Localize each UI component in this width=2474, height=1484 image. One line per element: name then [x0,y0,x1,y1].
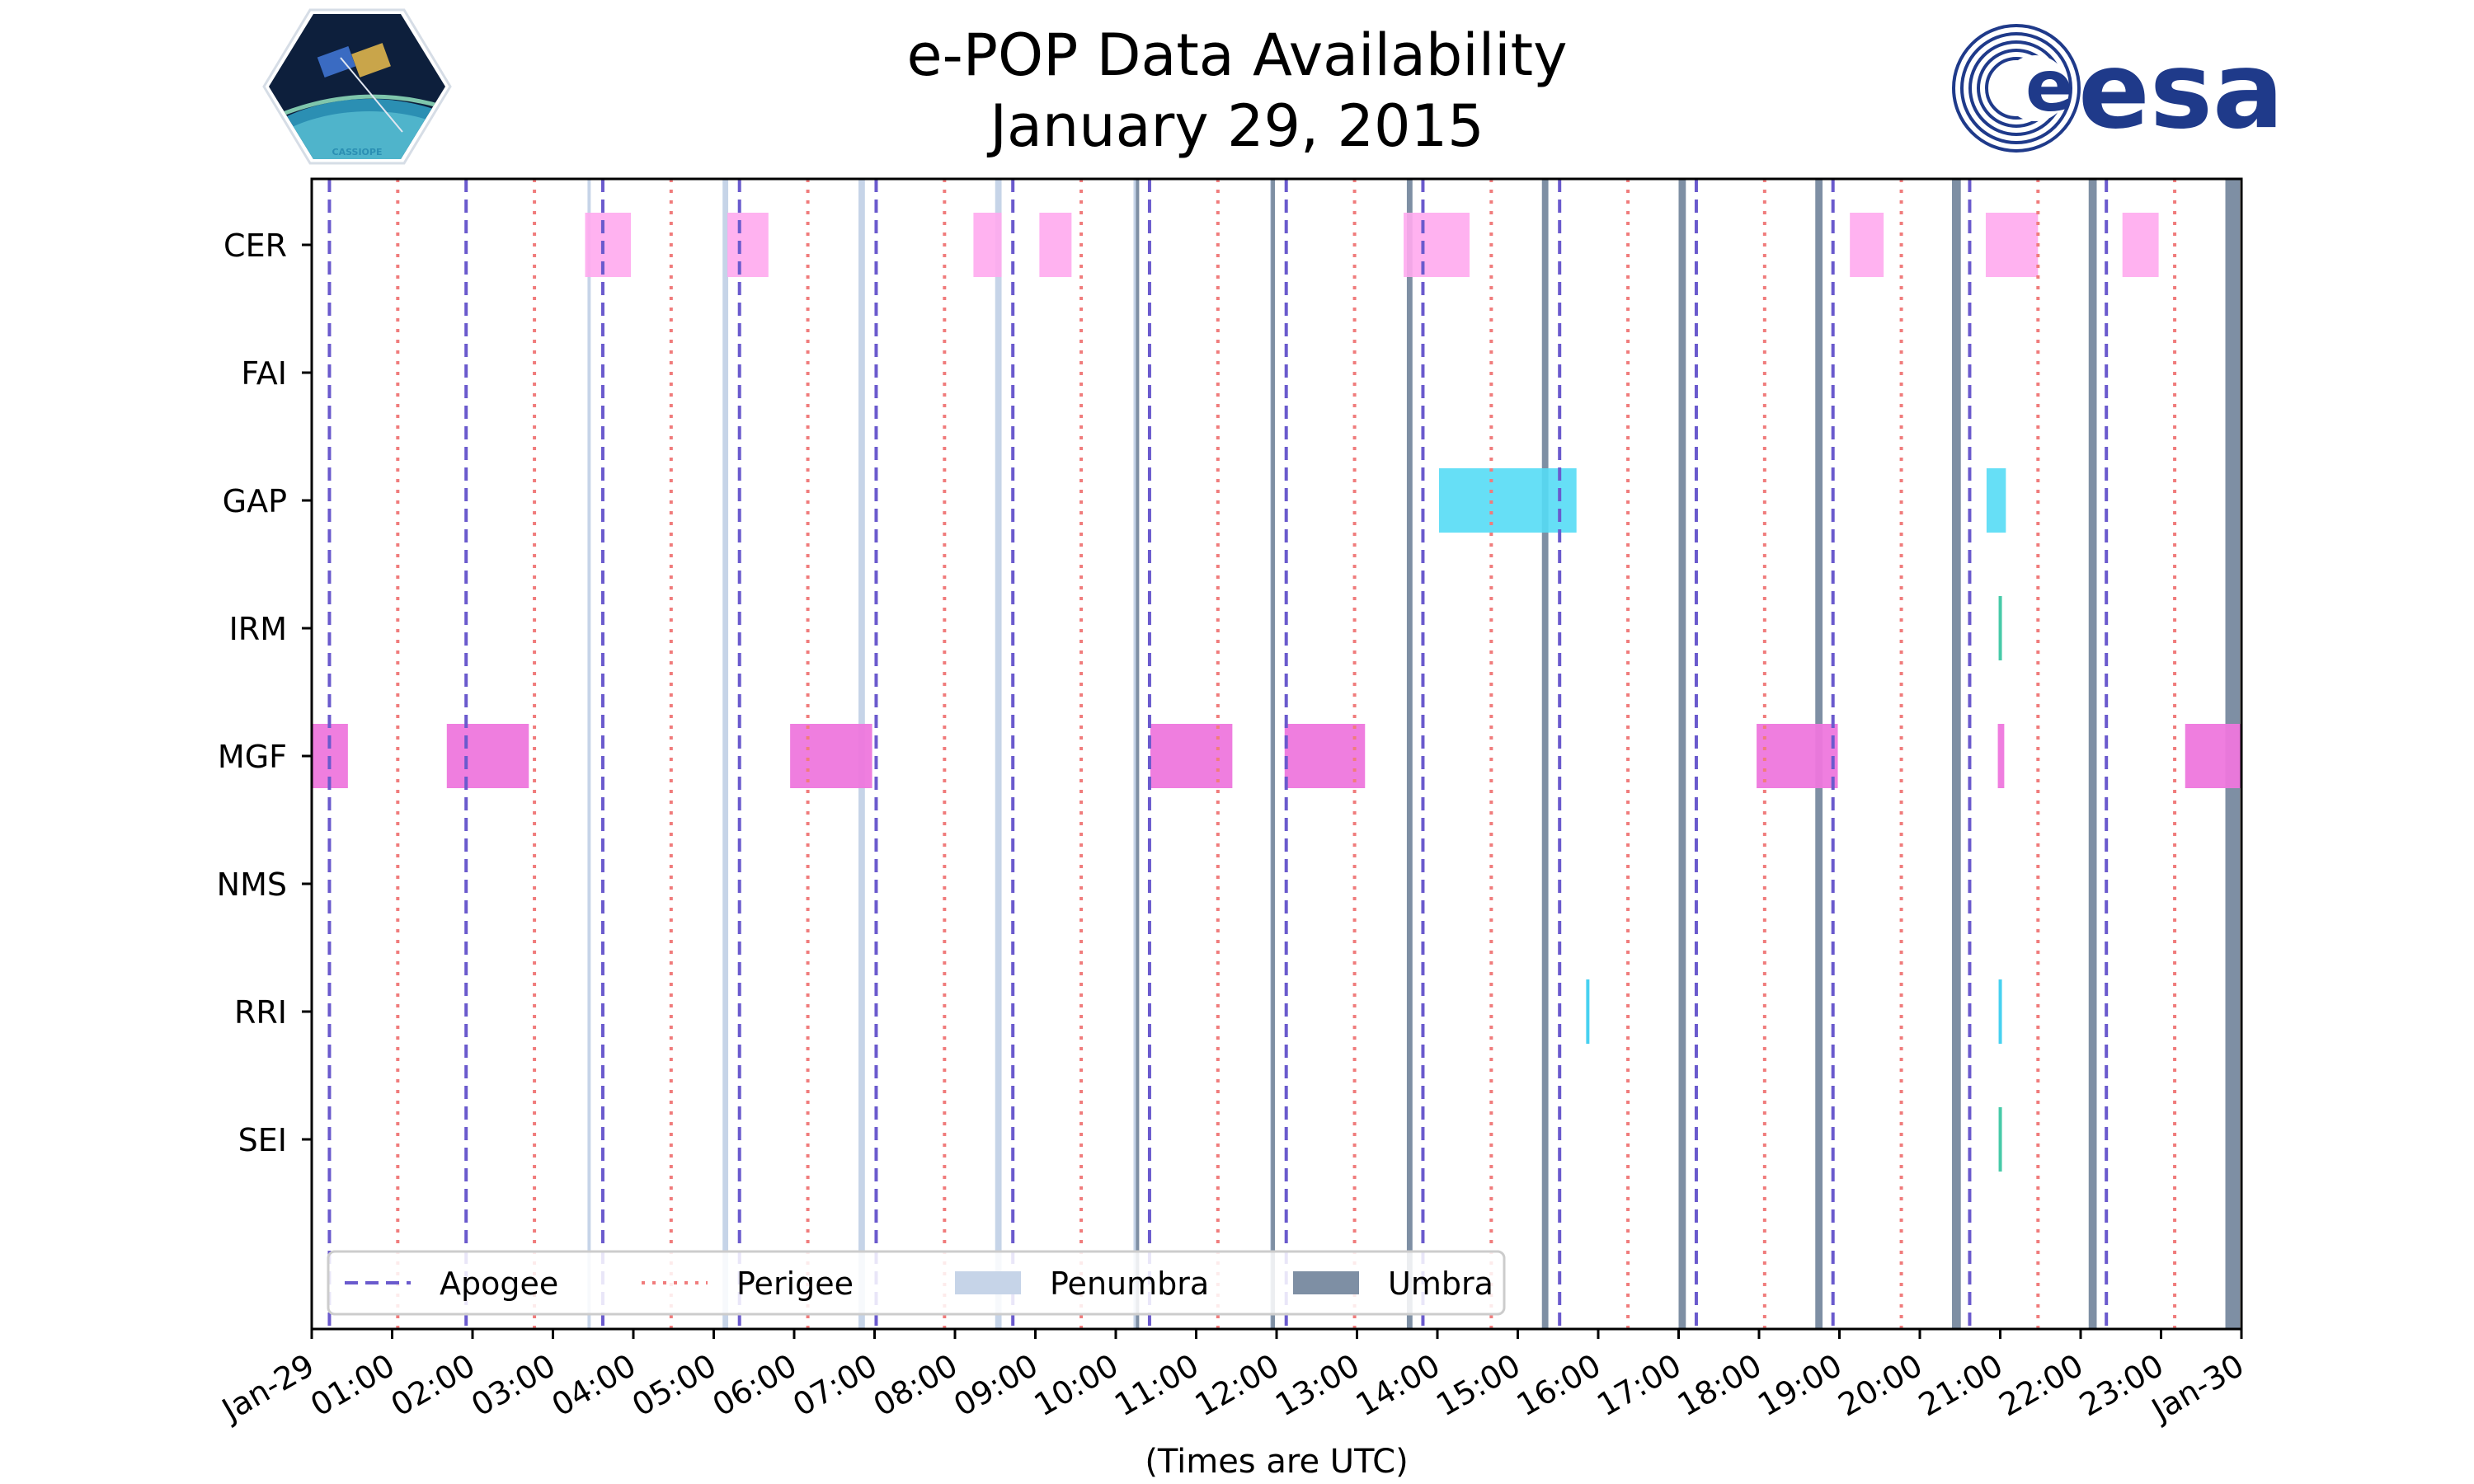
data-block-cer [973,213,1002,277]
y-tick-label: CER [223,228,287,264]
x-tick-label: 15:00 [1430,1347,1526,1424]
legend-label: Umbra [1388,1266,1493,1302]
umbra-band [1136,179,1140,1329]
legend-label: Penumbra [1050,1266,1209,1302]
x-tick-label: 01:00 [304,1347,401,1424]
x-tick-label: 21:00 [1912,1347,2009,1424]
x-tick-label: 13:00 [1269,1347,1366,1424]
umbra-band [1271,179,1276,1329]
chart-subtitle: January 29, 2015 [990,92,1484,160]
svg-text:e: e [2025,45,2073,128]
penumbra-band [995,179,1002,1329]
legend-entry-apogee: Apogee [345,1266,558,1302]
x-tick-label: 17:00 [1591,1347,1687,1424]
data-block-mgf [790,724,872,788]
x-tick-label: 14:00 [1350,1347,1446,1424]
data-block-irm [1998,596,2002,660]
data-block-gap [1986,468,2006,533]
data-block-mgf [1757,724,1838,788]
x-tick-label: 06:00 [707,1347,803,1424]
legend-entry-perigee: Perigee [642,1266,854,1302]
y-tick-label: RRI [234,994,287,1031]
x-tick-label: Jan-29 [214,1347,320,1429]
data-block-mgf [1997,724,2005,788]
x-tick-label: 07:00 [787,1347,883,1424]
y-tick-label: NMS [217,866,287,903]
y-tick-label: MGF [218,739,287,775]
x-tick-label: 22:00 [1993,1347,2090,1424]
data-block-cer [1850,213,1884,277]
umbra-band [1678,179,1686,1329]
x-tick-label: 12:00 [1189,1347,1286,1424]
x-tick-label: 10:00 [1028,1347,1125,1424]
y-tick-label: SEI [238,1122,287,1158]
y-tick-label: GAP [223,483,287,519]
umbra-band [2088,179,2097,1329]
esa-wordmark: esa [2078,30,2284,153]
data-block-rri [1586,979,1590,1044]
data-block-cer [1404,213,1470,277]
data-blocks-layer [312,213,2241,1172]
esa-logo: e esa [1952,24,2284,153]
x-tick-label: 20:00 [1832,1347,1929,1424]
legend-label: Perigee [736,1266,854,1302]
y-tick-label: IRM [229,611,287,647]
penumbra-band [722,179,729,1329]
legend-entry-umbra: Umbra [1293,1266,1493,1302]
umbra-band [1952,179,1961,1329]
legend-swatch-umbra [1293,1271,1359,1294]
data-block-cer [1985,213,2039,277]
data-block-cer [2122,213,2159,277]
x-tick-label: 16:00 [1511,1347,1607,1424]
x-tick-label: 18:00 [1672,1347,1768,1424]
data-block-mgf [2185,724,2241,788]
x-tick-label: 03:00 [465,1347,562,1424]
x-tick-label: Jan-30 [2144,1347,2250,1429]
legend-swatch-penumbra [955,1271,1021,1294]
data-block-rri [1998,979,2002,1044]
data-block-mgf [1284,724,1366,788]
data-block-sei [1998,1107,2002,1172]
y-axis: CER FAI GAP IRM MGF NMS RRI SEI [217,228,312,1158]
apogee-layer [327,179,2109,1329]
x-axis-label: (Times are UTC) [1145,1443,1408,1481]
legend-label: Apogee [440,1266,558,1302]
x-tick-label: 05:00 [626,1347,722,1424]
data-block-mgf [446,724,529,788]
data-block-cer [1039,213,1072,277]
legend: Apogee Perigee Penumbra Umbra [327,1250,1506,1316]
legend-box [327,1250,1506,1316]
umbra-band [1541,179,1549,1329]
penumbra-band [587,179,591,1329]
x-tick-label: 02:00 [385,1347,482,1424]
y-tick-label: FAI [241,355,287,392]
data-block-gap [1438,468,1577,533]
chart-title: e-POP Data Availability [906,21,1568,89]
umbra-layer [1136,179,2241,1329]
logo-text: CASSIOPE [332,147,383,157]
x-tick-label: 19:00 [1752,1347,1848,1424]
data-block-mgf [1150,724,1233,788]
x-tick-label: 08:00 [868,1347,964,1424]
cassiope-logo: CASSIOPE [262,8,452,165]
legend-entry-penumbra: Penumbra [955,1266,1209,1302]
data-block-cer [727,213,769,277]
x-tick-label: 11:00 [1108,1347,1205,1424]
x-tick-label: 04:00 [546,1347,642,1424]
x-axis: Jan-2901:0002:0003:0004:0005:0006:0007:0… [214,1329,2251,1429]
satellite-icon [317,43,403,133]
x-tick-label: 09:00 [948,1347,1044,1424]
data-block-cer [585,213,632,277]
umbra-band [1406,179,1413,1329]
